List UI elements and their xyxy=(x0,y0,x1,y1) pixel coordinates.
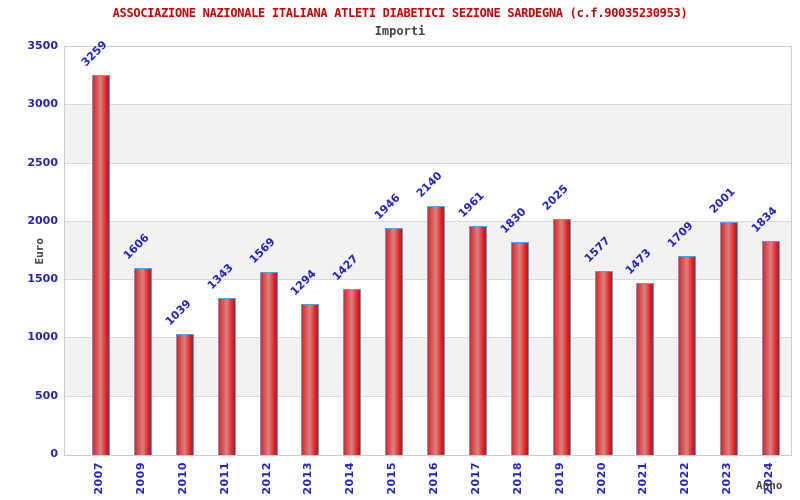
bar xyxy=(385,228,404,455)
bar xyxy=(92,75,110,455)
x-tick-label: 2016 xyxy=(427,462,440,495)
x-tick-label: 2015 xyxy=(385,462,399,495)
bar xyxy=(133,267,152,455)
x-tick-label: 2010 xyxy=(175,462,189,495)
bar-value-label: 2001 xyxy=(706,184,738,216)
bar xyxy=(594,271,613,455)
plot-band xyxy=(65,105,791,164)
bar xyxy=(762,241,780,455)
x-tick-label: 2023 xyxy=(720,462,734,495)
y-tick-label: 1000 xyxy=(27,330,58,344)
chart-subtitle: Importi xyxy=(374,24,426,38)
bar xyxy=(343,288,362,455)
bar xyxy=(552,218,571,455)
y-tick-label: 0 xyxy=(50,447,58,460)
x-axis-title: Anno xyxy=(756,479,783,492)
gridline xyxy=(65,104,791,106)
x-tick-label: 2012 xyxy=(259,462,273,495)
y-tick-label: 2000 xyxy=(27,213,58,227)
bar xyxy=(217,298,236,455)
bar-value-label: 1946 xyxy=(371,191,403,223)
x-tick-label: 2021 xyxy=(636,462,650,495)
x-tick-label: 2013 xyxy=(301,462,315,495)
y-axis-title: Euro xyxy=(33,238,46,265)
bar xyxy=(468,226,487,455)
x-tick-label: 2018 xyxy=(510,462,524,495)
x-tick-label: 2019 xyxy=(552,462,566,495)
bar-value-label: 2140 xyxy=(413,168,445,200)
bar-value-label: 3259 xyxy=(78,38,110,70)
x-tick-label: 2014 xyxy=(343,462,357,495)
bar-value-label: 1961 xyxy=(455,189,487,221)
y-tick-label: 2500 xyxy=(27,155,58,169)
bar xyxy=(720,221,739,455)
y-tick-label: 3500 xyxy=(27,39,58,52)
bar xyxy=(427,205,445,455)
x-tick-label: 2011 xyxy=(217,462,231,495)
x-tick-label: 2007 xyxy=(92,462,105,495)
x-tick-label: 2009 xyxy=(133,462,147,495)
x-tick-label: 2017 xyxy=(468,462,482,495)
x-tick-label: 2022 xyxy=(678,462,692,495)
y-tick-label: 500 xyxy=(35,388,58,402)
y-tick-label: 3000 xyxy=(27,97,58,111)
bar xyxy=(259,272,278,455)
plot-area: 3259 1606 1039 1343 1569 1294 1427 1946 2140 1961… xyxy=(64,38,792,456)
gridline xyxy=(65,162,791,164)
chart-title: ASSOCIAZIONE NAZIONALE ITALIANA ATLETI D… xyxy=(112,6,688,20)
bar xyxy=(175,333,194,455)
bar xyxy=(301,304,320,455)
y-tick-label: 1500 xyxy=(27,272,58,286)
bar-value-label: 1039 xyxy=(162,297,194,328)
x-tick-label: 2020 xyxy=(594,462,608,495)
bar xyxy=(678,255,697,455)
bar xyxy=(510,241,529,455)
bar-value-label: 2025 xyxy=(539,182,571,213)
bar xyxy=(636,283,655,455)
